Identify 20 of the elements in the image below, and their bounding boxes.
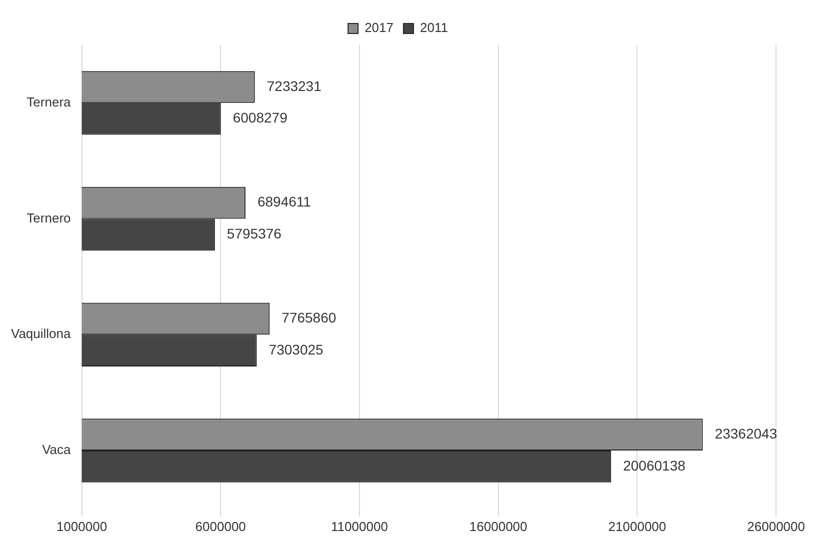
data-label: 5795376 (226, 226, 282, 242)
data-label: 7233231 (266, 78, 322, 94)
legend-label: 2011 (420, 20, 448, 36)
data-label: 6894611 (257, 194, 312, 210)
x-tick-label: 26000000 (747, 518, 805, 534)
y-tick-label: Ternero (26, 210, 71, 226)
data-label: 20060138 (623, 457, 686, 474)
data-label: 7303025 (268, 341, 324, 358)
x-tick-label: 1000000 (56, 518, 108, 534)
legend-label: 2017 (364, 20, 394, 36)
y-tick-label: Vaquillona (10, 326, 72, 342)
y-tick-label: Ternera (26, 94, 72, 110)
x-tick-label: 11000000 (331, 518, 388, 534)
data-label: 6008279 (232, 110, 288, 126)
x-tick-label: 6000000 (195, 518, 246, 534)
data-label: 23362043 (714, 425, 778, 442)
y-tick-label: Vaca (42, 442, 72, 458)
data-label: 7765860 (282, 310, 336, 326)
x-tick-label: 16000000 (469, 518, 528, 534)
x-tick-label: 21000000 (608, 518, 666, 534)
